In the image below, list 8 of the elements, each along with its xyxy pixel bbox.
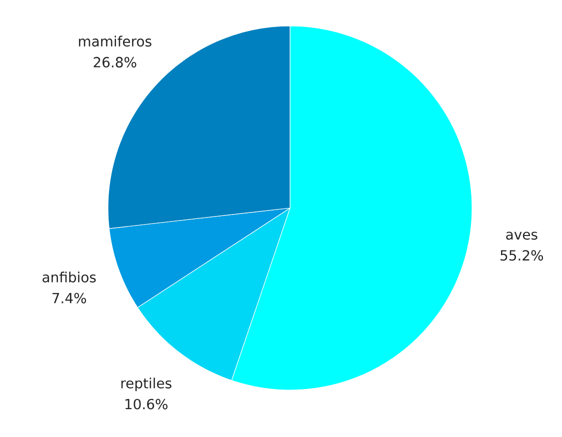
- slice-label: mamiferos: [78, 36, 152, 47]
- slice-label: reptiles: [121, 378, 172, 392]
- data-label: 7.4%: [52, 292, 86, 304]
- slice-label: aves: [506, 232, 538, 240]
- data-label: 10.6%: [125, 398, 168, 410]
- data-label: 55.2%: [500, 250, 544, 261]
- data-label: 26.8%: [94, 56, 136, 68]
- slice-label: anfibios: [42, 272, 96, 282]
